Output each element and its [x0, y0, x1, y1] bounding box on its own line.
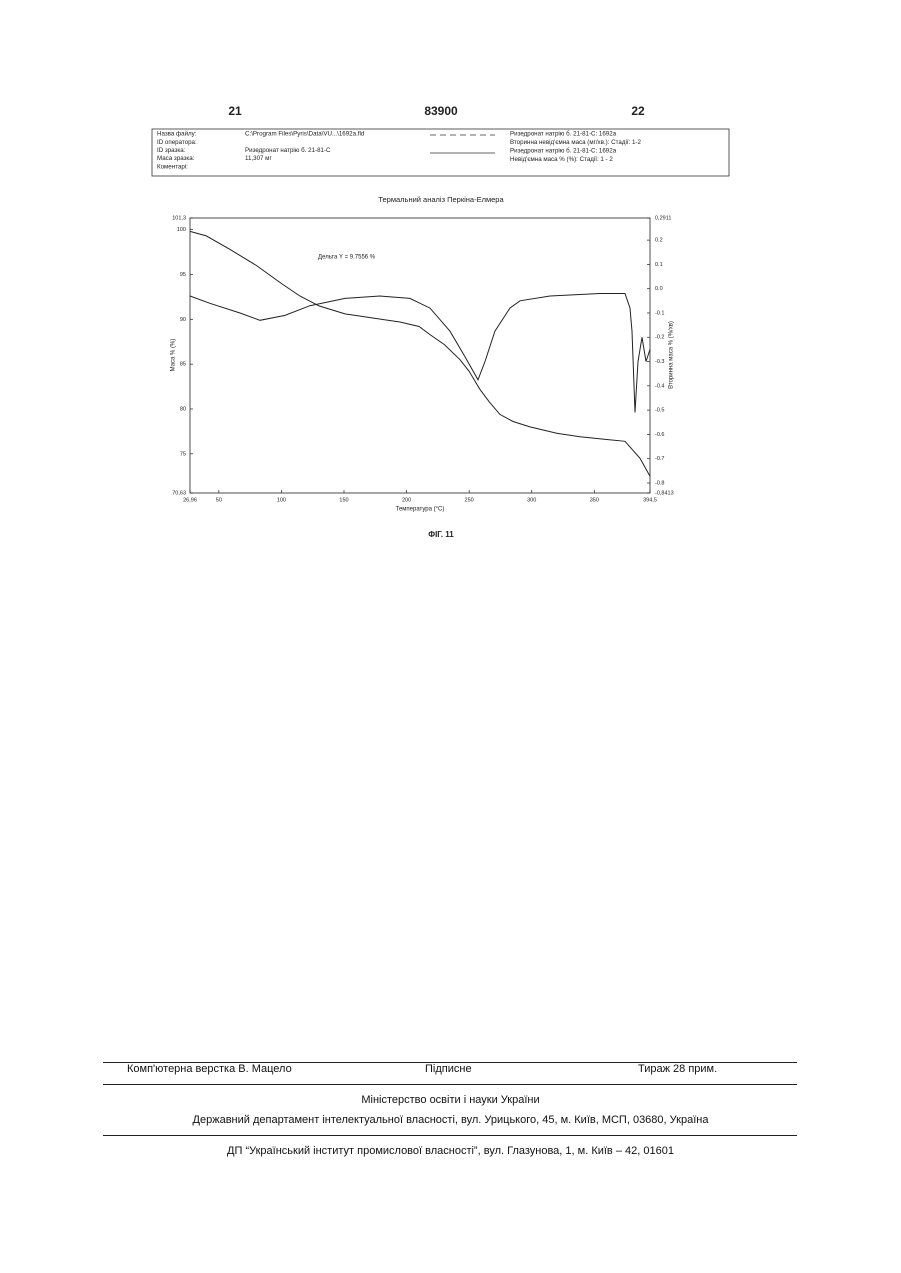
info-box	[152, 129, 729, 176]
info-label: ID зразка:	[157, 147, 186, 154]
page: 21 83900 22 Термальний аналіз Перкіна-Ел…	[0, 0, 901, 1273]
plot-frame	[190, 218, 650, 493]
x-tick-label: 394,5	[643, 497, 657, 503]
info-value: C:\Program Files\Pyris\Data\VU...\1692a.…	[245, 131, 365, 138]
info-label: Коментарі:	[157, 163, 188, 170]
footer-text: Тираж 28 прим.	[638, 1063, 717, 1075]
y2-tick-label: -0.1	[655, 310, 664, 316]
figure-label: ФІГ. 11	[428, 530, 454, 539]
x-tick-label: 200	[402, 497, 411, 503]
y-tick-label: 85	[180, 362, 186, 368]
rule	[103, 1135, 797, 1136]
patent-number: 83900	[424, 104, 458, 118]
info-label: ID оператора:	[157, 139, 197, 146]
x-axis-title: Температура (°C)	[396, 507, 445, 513]
annotation: Дельта Y = 9.7556 %	[318, 255, 376, 261]
data-line	[190, 294, 650, 413]
footer-text: Державний департамент інтелектуальної вл…	[0, 1114, 901, 1126]
y-tick-label: 101,3	[172, 215, 186, 221]
x-tick-label: 350	[590, 497, 599, 503]
y2-tick-label: -0.7	[655, 456, 664, 462]
info-label: Маса зразка:	[157, 155, 195, 162]
legend-text: Вторинна невід'ємна маса (мг/хв.): Стаді…	[510, 139, 641, 146]
y-tick-label: 100	[177, 227, 186, 233]
x-tick-label: 150	[339, 497, 348, 503]
y2-tick-label: 0.1	[655, 262, 663, 268]
y-axis-title: Маса % (%)	[171, 339, 177, 372]
x-tick-label: 300	[527, 497, 536, 503]
x-tick-label: 26,96	[183, 497, 197, 503]
page-number: 21	[228, 104, 242, 118]
y2-tick-label: -0.2	[655, 335, 664, 341]
y-tick-label: 80	[180, 406, 186, 412]
info-value: 11,307 мг	[245, 155, 272, 162]
y2-axis-title: Вторинна маса % (%/хв)	[669, 321, 675, 389]
x-tick-label: 100	[277, 497, 286, 503]
data-line	[190, 231, 650, 476]
legend-text: Ризедронат натрію б. 21-81-С: 1692а	[510, 148, 617, 155]
x-tick-label: 50	[216, 497, 222, 503]
info-label: Назва файлу:	[157, 131, 197, 138]
y-tick-label: 70,63	[172, 490, 186, 496]
y-tick-label: 90	[180, 317, 186, 323]
y2-tick-label: 0.0	[655, 286, 663, 292]
footer-text: ДП “Український інститут промислової вла…	[0, 1145, 901, 1157]
footer-text: Міністерство освіти і науки України	[0, 1094, 901, 1106]
y-tick-label: 75	[180, 451, 186, 457]
chart-title: Термальний аналіз Перкіна-Елмера	[378, 195, 504, 204]
footer-text: Комп'ютерна верстка В. Мацело	[127, 1063, 292, 1075]
legend-text: Невід'ємна маса % (%): Стадії: 1 - 2	[510, 156, 613, 163]
legend-text: Ризедронат натрію б. 21-81-С: 1692а	[510, 131, 617, 138]
y2-tick-label: -0.6	[655, 432, 664, 438]
y2-tick-label: -0.5	[655, 408, 664, 414]
x-tick-label: 250	[465, 497, 474, 503]
figure: 21 83900 22 Термальний аналіз Перкіна-Ел…	[0, 0, 901, 560]
y2-tick-label: 0,2911	[655, 215, 671, 221]
y2-tick-label: -0.8	[655, 480, 664, 486]
y2-tick-label: 0.2	[655, 238, 663, 244]
footer-text: Підписне	[425, 1063, 472, 1075]
info-value: Ризедронат натрію б. 21-81-С	[245, 147, 331, 154]
page-number: 22	[631, 104, 645, 118]
y2-tick-label: -0,8413	[655, 490, 674, 496]
rule	[103, 1084, 797, 1085]
y2-tick-label: -0.4	[655, 383, 664, 389]
y2-tick-label: -0.3	[655, 359, 664, 365]
y-tick-label: 95	[180, 272, 186, 278]
